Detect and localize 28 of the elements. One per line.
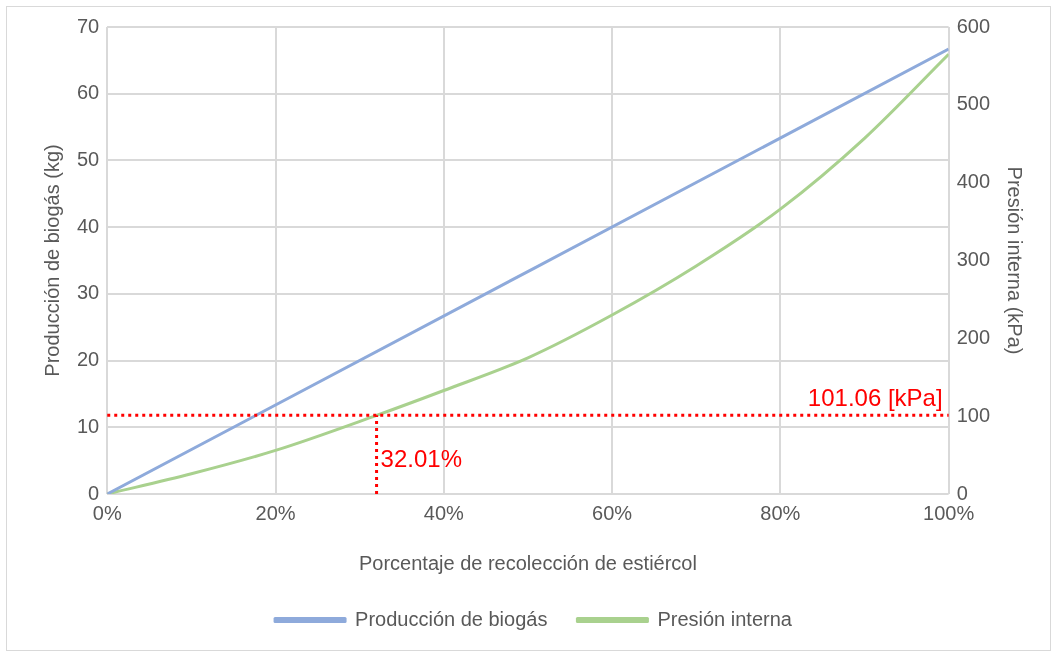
y2-tick-label: 200 (956, 325, 991, 348)
y2-tick-label: 600 (956, 14, 991, 37)
y-tick-label: 20 (77, 348, 100, 371)
legend-label: Presión interna (657, 607, 793, 630)
y-axis-title: Producción de biogás (kg) (40, 144, 63, 377)
y-tick-label: 40 (77, 214, 100, 237)
y-tick-label: 30 (77, 281, 100, 304)
ref-line-label: 101.06 [kPa] (807, 383, 943, 411)
x-tick-label: 0% (92, 501, 122, 524)
y2-tick-label: 500 (956, 92, 991, 115)
x-tick-label: 20% (255, 501, 296, 524)
y2-tick-label: 400 (956, 170, 991, 193)
x-tick-label: 60% (592, 501, 633, 524)
y2-axis-title: Presión interna (kPa) (1004, 166, 1027, 355)
legend-label: Producción de biogás (355, 607, 548, 630)
y-tick-label: 70 (77, 14, 100, 37)
y2-tick-label: 100 (956, 403, 991, 426)
x-tick-label: 40% (423, 501, 465, 524)
x-tick-label: 80% (760, 501, 801, 524)
y2-tick-label: 0 (956, 481, 968, 504)
y-tick-label: 50 (77, 147, 100, 170)
ref-line-label: 32.01% (380, 445, 462, 473)
y-tick-label: 10 (77, 414, 100, 437)
y-tick-label: 0 (88, 481, 100, 504)
y-tick-label: 60 (77, 81, 100, 104)
x-tick-label: 100% (923, 501, 975, 524)
x-axis-title: Porcentaje de recolección de estiércol (358, 551, 697, 574)
y2-tick-label: 300 (956, 248, 991, 271)
